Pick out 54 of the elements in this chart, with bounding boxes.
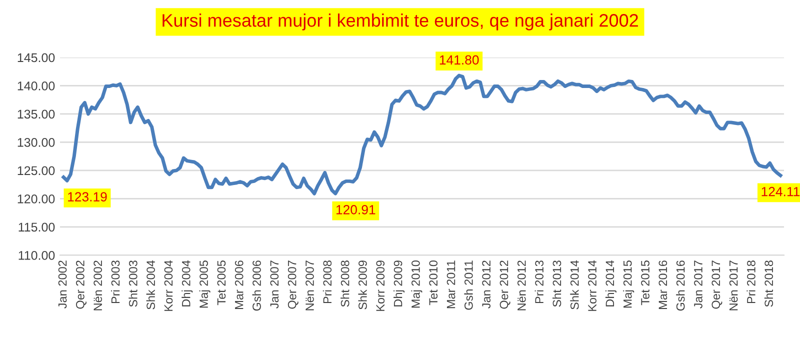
x-tick-label: Jan 2007 bbox=[270, 260, 279, 308]
x-tick-label: Gsh 2006 bbox=[252, 260, 261, 311]
x-tick-label: Shk 2004 bbox=[146, 260, 155, 310]
x-tick-label: Shk 2014 bbox=[570, 260, 579, 310]
y-tick-label: 145.00 bbox=[18, 53, 55, 62]
y-tick-label: 110.00 bbox=[18, 250, 55, 260]
x-tick-label: Nën 2002 bbox=[94, 260, 102, 310]
x-tick-label: Gsh 2016 bbox=[676, 260, 685, 311]
x-tick-label: Korr 2009 bbox=[376, 260, 385, 311]
y-tick-label: 140.00 bbox=[18, 82, 55, 90]
x-tick-label: Nën 2017 bbox=[729, 260, 738, 310]
x-tick-label: Jan 2012 bbox=[482, 260, 491, 308]
x-tick-label: Mar 2011 bbox=[446, 260, 456, 308]
x-tick-label: Dhj 2009 bbox=[394, 260, 405, 306]
y-tick-label: 125.00 bbox=[18, 166, 55, 176]
x-tick-label: Dhj 2004 bbox=[182, 260, 193, 306]
data-label: 123.19 bbox=[68, 192, 107, 202]
y-tick-label: 130.00 bbox=[18, 138, 55, 147]
x-tick-label: Sht 2003 bbox=[128, 260, 138, 307]
x-tick-label: Tet 2015 bbox=[641, 260, 650, 306]
x-tick-label: Maj 2010 bbox=[411, 260, 422, 308]
x-tick-label: Qer 2002 bbox=[76, 260, 86, 309]
x-tick-label: Pri 2003 bbox=[111, 260, 120, 304]
y-tick-label: 135.00 bbox=[18, 110, 55, 119]
data-label: 141.80 bbox=[440, 55, 479, 65]
x-tick-label: Shk 2009 bbox=[358, 260, 367, 310]
x-tick-label: Tet 2010 bbox=[429, 260, 438, 306]
chart-title: Kursi mesatar mujor i kembimit te euros, qe nga janari 2002 bbox=[162, 14, 638, 30]
x-tick-label: Tet 2005 bbox=[217, 260, 226, 306]
y-tick-label: 120.00 bbox=[18, 194, 55, 204]
x-tick-label: Dhj 2014 bbox=[605, 260, 616, 306]
x-tick-label: Maj 2005 bbox=[199, 260, 210, 308]
x-tick-label: Qer 2017 bbox=[712, 260, 722, 309]
x-tick-label: Jan 2017 bbox=[694, 260, 702, 308]
x-tick-label: Gsh 2011 bbox=[464, 260, 473, 310]
y-tick-label: 115.00 bbox=[18, 222, 55, 232]
x-tick-label: Nën 2012 bbox=[517, 260, 526, 310]
x-tick-label: Maj 2015 bbox=[623, 260, 634, 308]
data-label: 120.91 bbox=[336, 205, 376, 214]
x-tick-label: Korr 2014 bbox=[588, 260, 596, 311]
x-tick-label: Mar 2016 bbox=[658, 260, 668, 309]
x-tick-label: Sht 2018 bbox=[764, 260, 774, 307]
x-tick-label: Pri 2008 bbox=[322, 260, 332, 304]
x-tick-label: Nën 2007 bbox=[306, 260, 314, 310]
x-tick-label: Pri 2018 bbox=[746, 260, 756, 304]
x-tick-label: Pri 2013 bbox=[534, 260, 544, 304]
x-tick-label: Sht 2013 bbox=[552, 260, 562, 307]
data-label: 124.11 bbox=[762, 186, 800, 196]
x-tick-label: Qer 2012 bbox=[500, 260, 510, 309]
x-tick-label: Jan 2002 bbox=[58, 260, 67, 308]
x-tick-label: Mar 2006 bbox=[234, 260, 244, 309]
x-tick-label: Korr 2004 bbox=[164, 260, 173, 311]
x-tick-label: Qer 2007 bbox=[288, 260, 298, 309]
x-tick-label: Sht 2008 bbox=[340, 260, 350, 307]
